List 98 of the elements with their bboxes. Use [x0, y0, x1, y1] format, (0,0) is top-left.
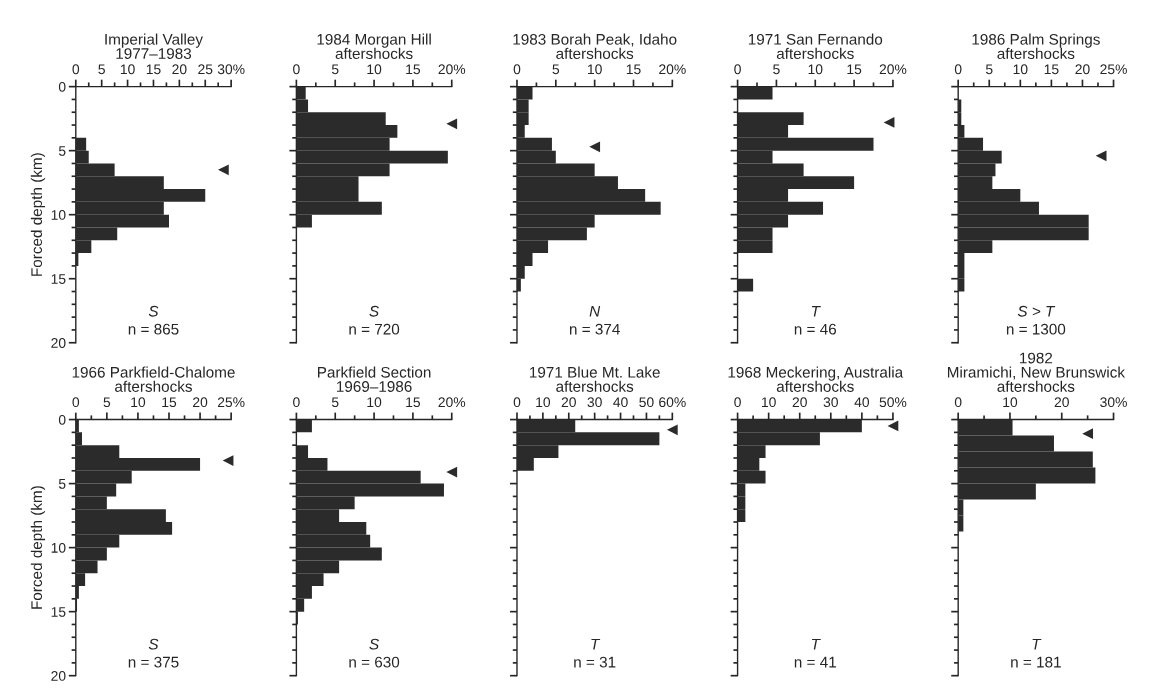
x-tick-label: 25%: [1100, 64, 1127, 75]
annotation: n = 630: [349, 656, 400, 668]
annotation: n = 31: [574, 656, 616, 668]
x-tick-label: 0: [734, 64, 741, 75]
x-tick-label: 10: [131, 397, 146, 408]
y-tick-label: 15: [51, 274, 66, 284]
x-tick-label: 10: [588, 64, 602, 75]
chart-title: 1966 Parkfield-Chalome aftershocks: [72, 366, 235, 392]
chart-title: 1986 Palm Springs aftershocks: [972, 33, 1100, 59]
annotation: n = 46: [794, 323, 837, 335]
x-tick-label: 0: [954, 397, 962, 408]
y-axis-title: Forced depth (km): [30, 153, 46, 276]
x-tick-label: 40: [854, 397, 870, 408]
x-tick-label: 20%: [438, 64, 466, 75]
annotation: n = 374: [569, 323, 620, 335]
x-tick-label: 5: [98, 64, 105, 75]
annotation: S > T: [1017, 305, 1056, 317]
annotation: n = 375: [128, 656, 179, 668]
x-tick-label: 30%: [217, 64, 245, 75]
chart-title: 1971 Blue Mt. Lake aftershocks: [530, 366, 660, 392]
y-axis-title: Forced depth (km): [30, 486, 46, 609]
chart-title: Parkfield Section 1969–1986: [318, 366, 431, 392]
x-tick-label: 5: [331, 64, 339, 75]
x-tick-label: 50: [639, 397, 654, 408]
x-tick-label: 25%: [217, 397, 245, 408]
x-tick-label: 0: [72, 64, 80, 75]
x-tick-label: 30%: [1100, 397, 1127, 408]
chart-title: 1968 Meckering, Australia aftershocks: [728, 366, 904, 392]
x-tick-label: 10: [808, 64, 823, 75]
x-tick-label: 5: [552, 64, 560, 75]
x-tick-label: 20: [792, 397, 807, 408]
x-tick-label: 30: [587, 397, 602, 408]
y-tick-label: 20: [51, 338, 66, 348]
annotation: n = 181: [1011, 656, 1061, 668]
x-tick-label: 15: [406, 397, 421, 408]
x-tick-label: 10: [536, 397, 551, 408]
x-tick-label: 20%: [659, 64, 686, 75]
x-tick-label: 20%: [438, 397, 466, 408]
annotation: n = 865: [128, 323, 179, 335]
x-tick-label: 5: [103, 397, 111, 408]
chart-title: 1983 Borah Peak, Idaho aftershocks: [513, 33, 677, 59]
annotation: S: [148, 638, 159, 650]
annotation: n = 720: [349, 323, 400, 335]
x-tick-label: 50%: [879, 397, 907, 408]
x-tick-label: 10: [120, 64, 135, 75]
x-tick-label: 5: [985, 64, 993, 75]
x-tick-label: 20: [561, 397, 576, 408]
x-tick-label: 40: [613, 397, 628, 408]
x-tick-label: 0: [293, 397, 300, 408]
chart-title: Imperial Valley 1977–1983: [105, 33, 203, 59]
x-tick-label: 20%: [879, 64, 907, 75]
x-tick-label: 0: [72, 397, 80, 408]
y-tick-label: 10: [51, 542, 66, 553]
annotation: n = 1300: [1006, 323, 1066, 335]
x-tick-label: 15: [146, 64, 161, 75]
x-tick-label: 10: [1013, 64, 1028, 75]
x-tick-label: 20: [1054, 397, 1069, 408]
annotation: S: [369, 638, 379, 650]
x-tick-label: 10: [761, 397, 776, 408]
y-tick-label: 5: [58, 479, 66, 489]
y-tick-label: 5: [58, 146, 66, 156]
x-tick-label: 5: [331, 397, 339, 408]
x-tick-label: 20: [193, 397, 208, 408]
x-tick-label: 15: [626, 64, 641, 75]
x-tick-label: 10: [1003, 397, 1018, 408]
chart-title: 1971 San Fernando aftershocks: [748, 33, 883, 59]
annotation: T: [811, 638, 821, 650]
annotation: T: [811, 306, 821, 317]
x-tick-label: 30: [823, 397, 838, 408]
x-tick-label: 20: [172, 64, 187, 75]
chart-title: 1982 Miramichi, New Brunswick aftershocks: [947, 352, 1126, 392]
x-tick-label: 0: [293, 64, 300, 75]
y-tick-label: 20: [51, 671, 66, 681]
y-tick-label: 10: [51, 210, 66, 220]
chart-title: 1984 Morgan Hill aftershocks: [317, 33, 431, 59]
x-tick-label: 10: [367, 64, 382, 75]
x-tick-label: 0: [734, 397, 741, 408]
y-tick-label: 0: [58, 414, 66, 425]
x-tick-label: 15: [406, 64, 421, 75]
x-tick-label: 10: [367, 397, 382, 408]
x-tick-label: 20: [1075, 64, 1090, 75]
annotation: S: [148, 305, 159, 317]
y-tick-label: 0: [58, 81, 66, 92]
y-tick-label: 15: [51, 607, 66, 617]
annotation: T: [1032, 638, 1042, 650]
annotation: n = 41: [794, 656, 836, 668]
x-tick-label: 60%: [659, 397, 686, 408]
annotation: S: [369, 305, 379, 317]
x-tick-label: 0: [513, 64, 521, 75]
x-tick-label: 15: [847, 64, 862, 75]
x-tick-label: 15: [1044, 64, 1059, 75]
annotation: N: [589, 306, 601, 317]
x-tick-label: 25: [198, 64, 213, 75]
annotation: T: [591, 638, 601, 650]
x-tick-label: 15: [162, 397, 177, 408]
x-tick-label: 0: [513, 397, 521, 408]
x-tick-label: 5: [773, 64, 780, 75]
x-tick-label: 0: [954, 64, 962, 75]
